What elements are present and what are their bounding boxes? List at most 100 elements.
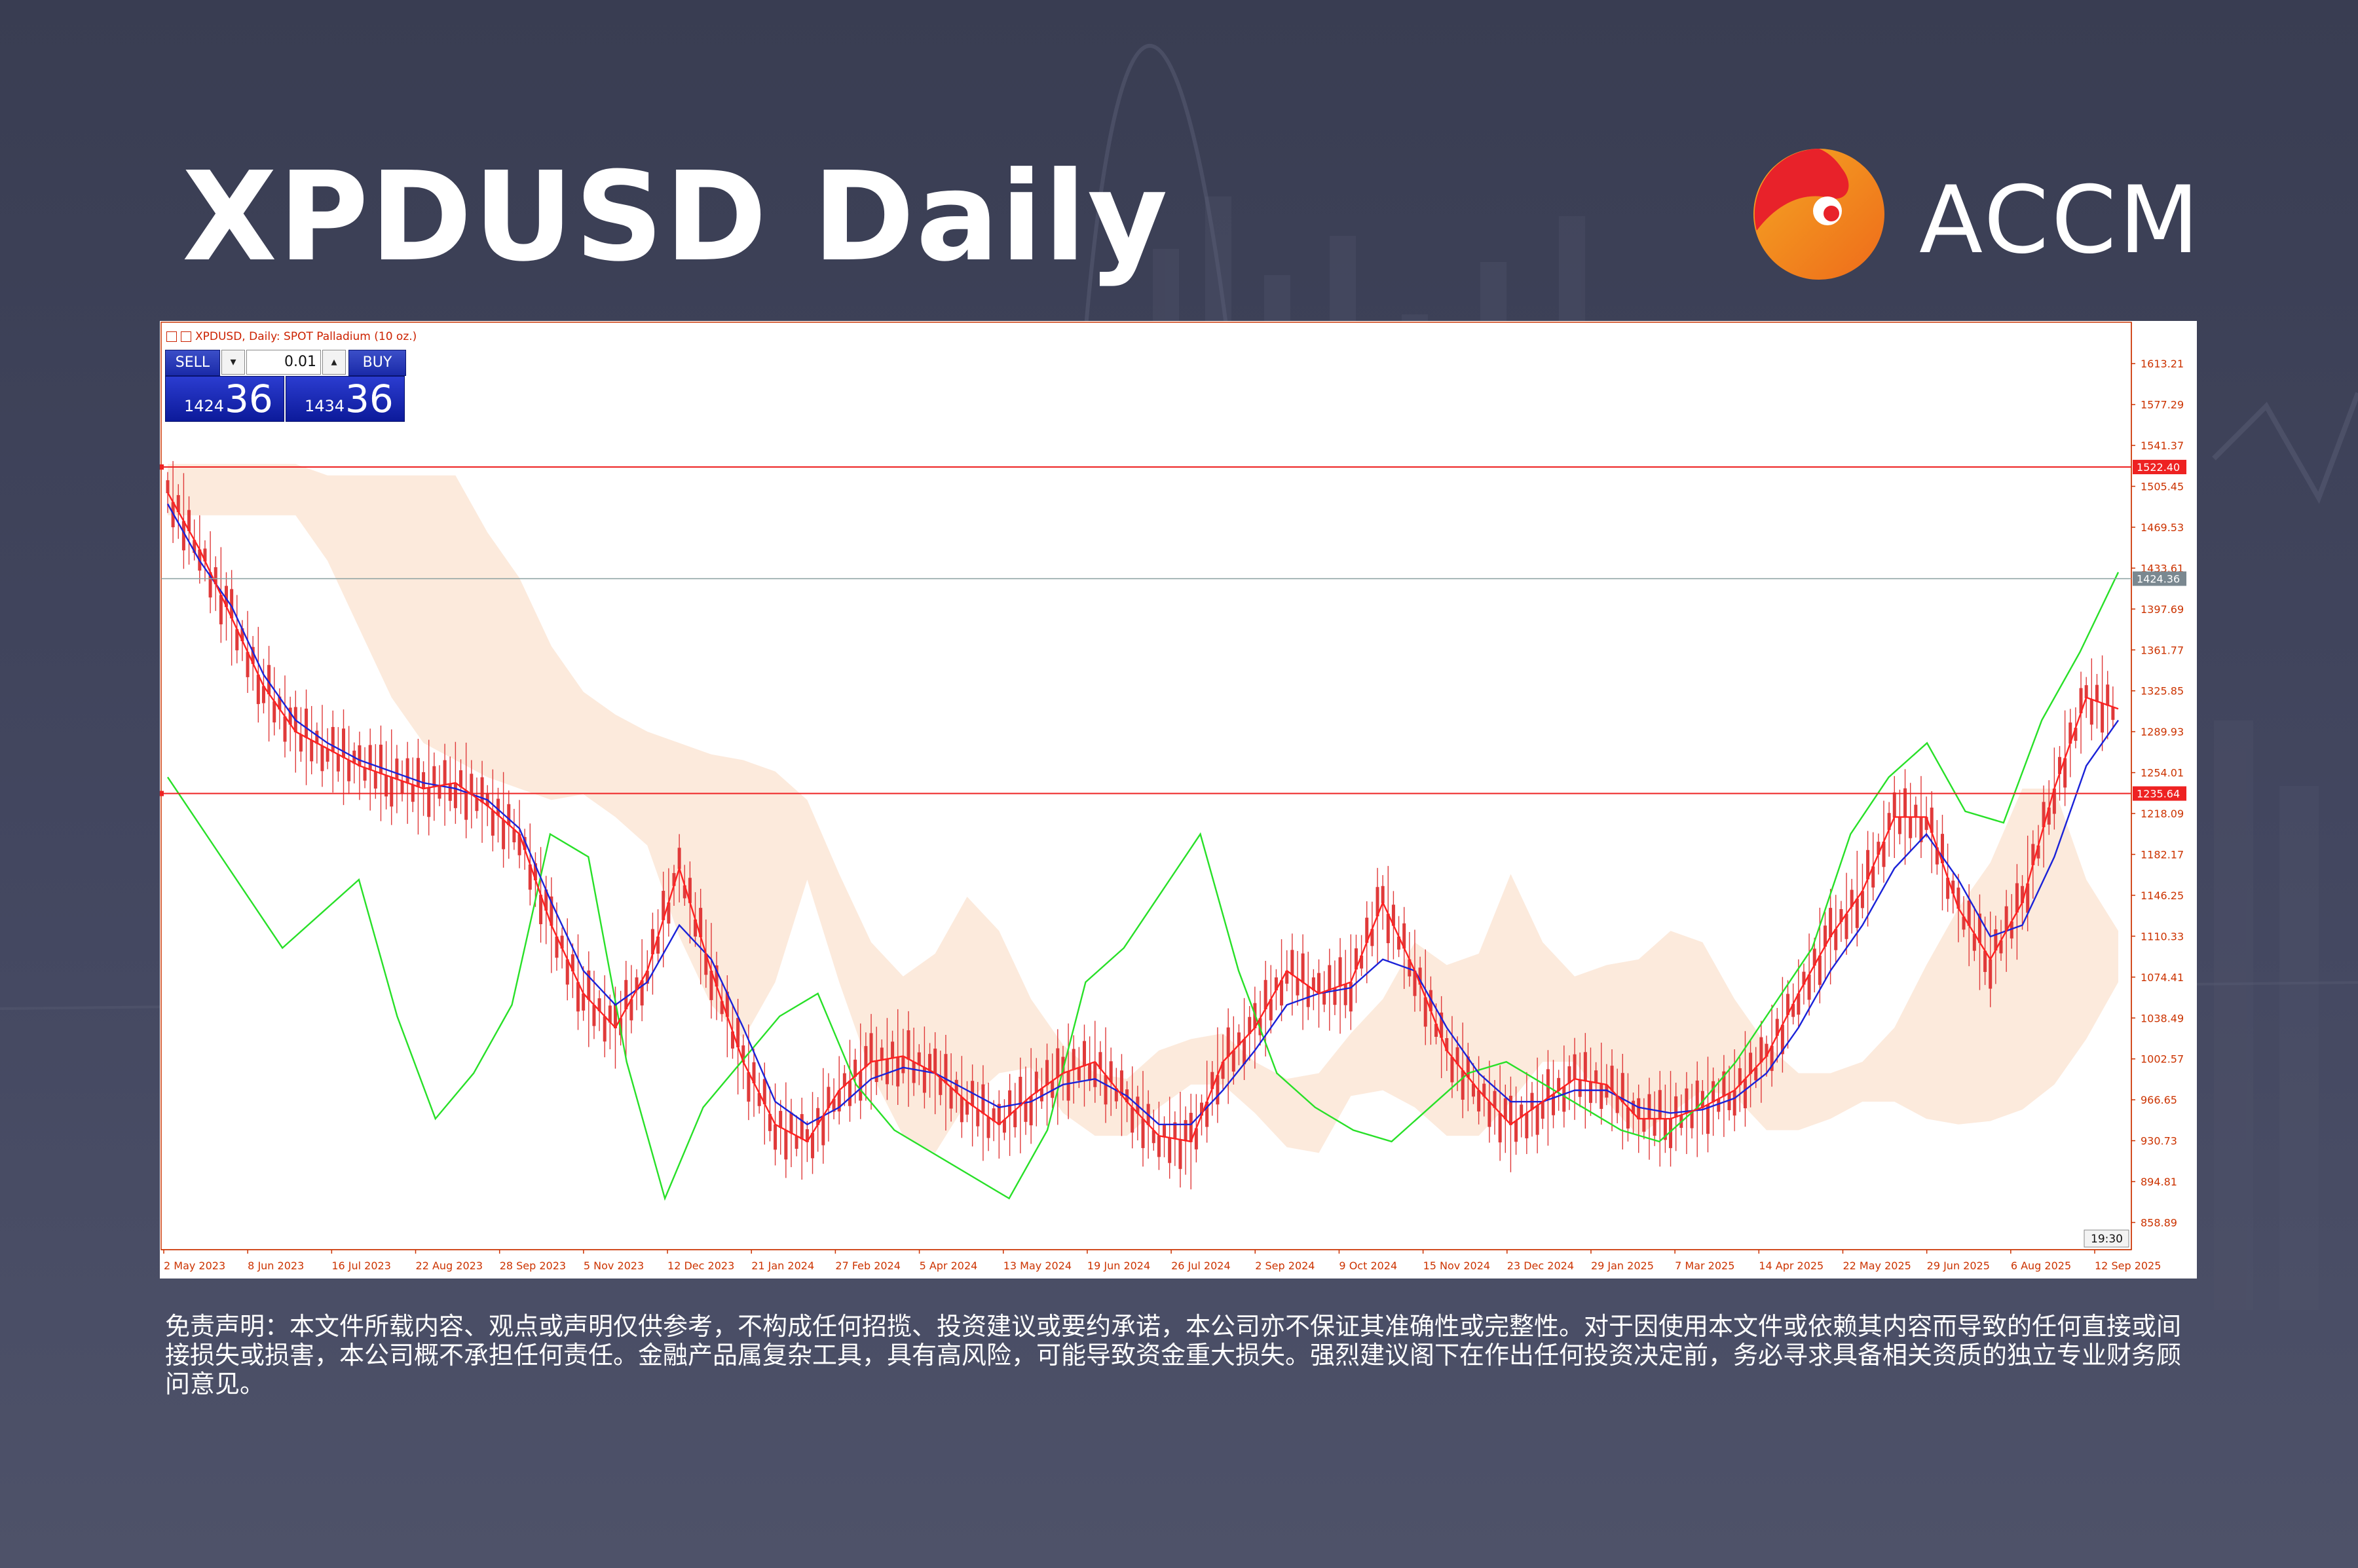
candle-body bbox=[720, 1001, 724, 1015]
lot-increase-icon[interactable]: ▴ bbox=[322, 350, 346, 375]
buy-button[interactable]: BUY bbox=[348, 350, 406, 376]
candle-body bbox=[523, 836, 527, 850]
y-tick-label: 966.65 bbox=[2141, 1094, 2177, 1106]
candle-body bbox=[395, 758, 399, 780]
candle-body bbox=[1780, 1024, 1784, 1055]
candle-body bbox=[1317, 973, 1321, 994]
candle-body bbox=[305, 708, 309, 738]
y-tick-label: 1038.49 bbox=[2141, 1012, 2184, 1024]
candle-body bbox=[1632, 1100, 1636, 1114]
candle-body bbox=[1072, 1049, 1076, 1070]
candle-body bbox=[624, 980, 628, 1010]
candle-body bbox=[1525, 1113, 1529, 1138]
candle-body bbox=[859, 1071, 863, 1101]
candle-body bbox=[1178, 1139, 1182, 1169]
candle-body bbox=[1450, 1056, 1454, 1083]
candle-body bbox=[502, 819, 506, 849]
x-tick-label: 7 Mar 2025 bbox=[1675, 1260, 1734, 1272]
candle-body bbox=[1669, 1119, 1673, 1148]
candle-body bbox=[1860, 891, 1864, 908]
candle-body bbox=[1221, 1062, 1225, 1079]
candle-body bbox=[181, 521, 185, 551]
time-label-box bbox=[2084, 1229, 2129, 1248]
candle-body bbox=[662, 891, 665, 920]
candle-body bbox=[1637, 1098, 1641, 1120]
candle-body bbox=[336, 754, 340, 772]
x-tick-label: 9 Oct 2024 bbox=[1339, 1260, 1397, 1272]
candle-body bbox=[1871, 866, 1875, 888]
bid-price-tag bbox=[2133, 571, 2186, 586]
candle-body bbox=[1877, 842, 1881, 855]
chart-panel: 1613.21 1577.29 1541.37 1505.45 1469.53 1433.… bbox=[160, 321, 2197, 1279]
candle-body bbox=[1695, 1080, 1699, 1110]
candle-body bbox=[443, 760, 447, 786]
level-price-label: 1235.64 bbox=[2137, 788, 2180, 800]
candle-body bbox=[1056, 1048, 1060, 1078]
candle-body bbox=[2052, 788, 2056, 814]
candle-body bbox=[1850, 889, 1854, 907]
candle-body bbox=[1322, 991, 1326, 1005]
candle-body bbox=[939, 1077, 943, 1095]
level-price-tag bbox=[2133, 786, 2186, 801]
candle-body bbox=[1541, 1102, 1544, 1119]
sell-button[interactable]: SELL bbox=[165, 350, 220, 376]
candle-body bbox=[251, 646, 255, 664]
candle-body bbox=[629, 999, 633, 1020]
candle-body bbox=[405, 758, 409, 784]
candle-body bbox=[1466, 1056, 1470, 1078]
candle-body bbox=[1930, 808, 1934, 833]
candle-body bbox=[496, 798, 500, 816]
candle-body bbox=[1557, 1077, 1561, 1091]
candle-body bbox=[1562, 1086, 1566, 1112]
x-tick-label: 29 Jun 2025 bbox=[1927, 1260, 1990, 1272]
candle-body bbox=[1301, 953, 1305, 983]
candle-body bbox=[1061, 1056, 1065, 1074]
candle-body bbox=[1231, 1050, 1235, 1072]
disclaimer: 免责声明：本文件所载内容、观点或声明仅供参考，不构成任何招揽、投资建议或要约承诺… bbox=[165, 1312, 2196, 1398]
chart-info: XPDUSD, Daily: SPOT Palladium (10 oz.) bbox=[166, 330, 417, 343]
candle-body bbox=[1131, 1107, 1134, 1133]
candle-body bbox=[1823, 925, 1827, 947]
y-tick-label: 1074.41 bbox=[2141, 971, 2184, 984]
candle-body bbox=[922, 1067, 926, 1093]
candle-body bbox=[1088, 1064, 1092, 1081]
lot-size-input[interactable]: 0.01 bbox=[246, 350, 321, 375]
candle-body bbox=[1376, 887, 1379, 917]
y-tick-label: 894.81 bbox=[2141, 1176, 2177, 1188]
candle-body bbox=[2089, 699, 2093, 725]
y-tick-label: 858.89 bbox=[2141, 1216, 2177, 1229]
candle-body bbox=[1365, 918, 1369, 943]
candle-body bbox=[2010, 921, 2013, 939]
candle-body bbox=[1940, 834, 1944, 863]
candle-body bbox=[400, 781, 404, 794]
candle-body bbox=[944, 1054, 948, 1084]
candle-body bbox=[1093, 1062, 1097, 1087]
candle-body bbox=[1712, 1081, 1715, 1103]
candle-body bbox=[1493, 1091, 1497, 1108]
candle-body bbox=[1903, 788, 1907, 818]
candle-body bbox=[1919, 817, 1923, 842]
candle-body bbox=[1898, 817, 1901, 834]
candle-body bbox=[576, 982, 580, 1012]
page-title: XPDUSD Daily bbox=[182, 145, 1169, 289]
y-tick-label: 1110.33 bbox=[2141, 930, 2184, 943]
sell-price[interactable]: 1424 36 bbox=[165, 376, 284, 422]
candle-body bbox=[928, 1054, 932, 1072]
candle-body bbox=[1104, 1075, 1108, 1105]
candle-body bbox=[1658, 1090, 1662, 1120]
candle-body bbox=[997, 1104, 1001, 1125]
candle-body bbox=[1173, 1122, 1177, 1140]
candle-body bbox=[1807, 974, 1811, 1000]
candle-body bbox=[1759, 1037, 1763, 1063]
candle-body bbox=[992, 1108, 996, 1121]
candle-body bbox=[1413, 971, 1417, 996]
candle-body bbox=[1477, 1090, 1481, 1111]
chart-info-text: XPDUSD, Daily: SPOT Palladium (10 oz.) bbox=[195, 330, 417, 343]
candle-body bbox=[1141, 1119, 1145, 1148]
candle-body bbox=[1700, 1091, 1704, 1108]
buy-price[interactable]: 1434 36 bbox=[286, 376, 405, 422]
lot-decrease-icon[interactable]: ▾ bbox=[221, 350, 245, 375]
candle-body bbox=[2074, 728, 2078, 741]
candle-body bbox=[688, 878, 692, 903]
sell-price-small: 1424 bbox=[184, 397, 225, 415]
